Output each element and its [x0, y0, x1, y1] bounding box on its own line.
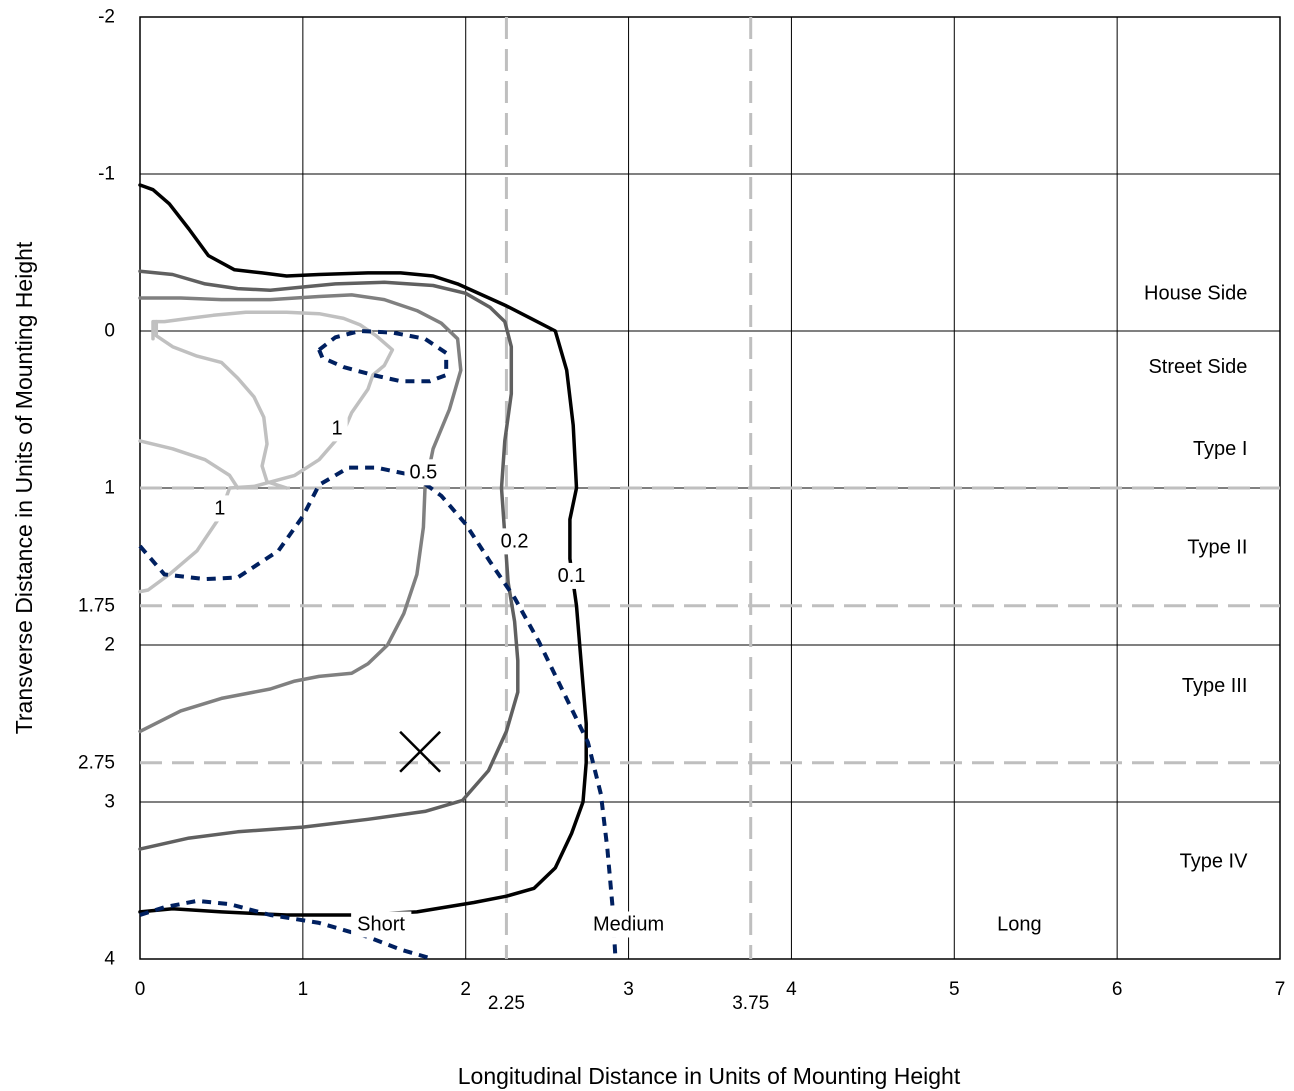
- x-tick-label-0: 0: [135, 979, 146, 1000]
- region-label-0: House Side: [1144, 282, 1247, 304]
- x-tick-label-4: 4: [786, 979, 797, 1000]
- x-tick-label-6: 6: [1112, 979, 1123, 1000]
- x-tick-label-2: 2: [460, 979, 471, 1000]
- region-label-1: Street Side: [1148, 356, 1247, 378]
- contour-label-4: 0.1: [558, 565, 586, 587]
- contour-label-bg-3: [495, 528, 534, 555]
- contour-label-2: 0.5: [409, 461, 437, 483]
- contour-line-5: [138, 439, 240, 490]
- x-extra-tick-label-0: 2.25: [488, 993, 525, 1014]
- marker-group: [399, 730, 441, 773]
- contour-label-bg-0: [326, 415, 348, 442]
- y-extra-tick-label-1: 2.75: [78, 752, 115, 773]
- contour-line-7: [138, 465, 618, 960]
- x-marker: [399, 730, 441, 773]
- y-extra-tick-label-0: 1.75: [78, 595, 115, 616]
- contour-line-8: [139, 898, 434, 961]
- y-tick-label-0: -2: [98, 7, 115, 28]
- contour-label-3: 0.2: [501, 530, 529, 552]
- contour-line-4: [154, 319, 289, 490]
- x-extra-tick-label-1: 3.75: [732, 993, 769, 1014]
- region-label-8: Long: [997, 913, 1042, 935]
- y-tick-label-5: 3: [104, 792, 115, 813]
- region-label-7: Medium: [593, 913, 664, 935]
- reference-lines: [140, 17, 1280, 959]
- region-label-4: Type III: [1182, 675, 1248, 697]
- x-tick-label-5: 5: [949, 979, 960, 1000]
- x-tick-label-1: 1: [298, 979, 309, 1000]
- contour-line-2: [138, 293, 463, 734]
- contour-series: [138, 183, 618, 961]
- contour-label-1: 1: [214, 497, 225, 519]
- contour-line-0: [138, 183, 588, 917]
- y-axis-title: Transverse Distance in Units of Mounting…: [11, 241, 37, 734]
- region-label-6: Short: [357, 913, 405, 935]
- region-label-bg-7: [587, 911, 671, 938]
- y-tick-label-1: -1: [98, 164, 115, 185]
- region-label-2: Type I: [1193, 438, 1247, 460]
- y-tick-label-6: 4: [104, 949, 115, 970]
- contour-label-bg-1: [209, 495, 231, 522]
- contour-line-1: [138, 269, 520, 851]
- contour-line-6: [317, 329, 449, 384]
- region-label-5: Type IV: [1180, 851, 1248, 873]
- contour-label-bg-2: [404, 459, 443, 486]
- x-tick-label-7: 7: [1275, 979, 1286, 1000]
- x-tick-label-3: 3: [623, 979, 634, 1000]
- y-tick-label-3: 1: [104, 478, 115, 499]
- tick-labels: 0 1 2 3 4 5 6 7 2.25 3.75 -2 -1 0 1 2 3 4 1.75 2.75: [78, 7, 1285, 1015]
- y-tick-label-4: 2: [104, 635, 115, 656]
- contour-label-bg-4: [552, 562, 591, 589]
- region-label-bg-8: [991, 911, 1048, 938]
- region-label-3: Type II: [1187, 537, 1247, 559]
- region-label-bg-6: [351, 911, 412, 938]
- x-axis-title: Longitudinal Distance in Units of Mounti…: [458, 1063, 961, 1089]
- contour-label-0: 1: [331, 417, 342, 439]
- y-tick-label-2: 0: [104, 321, 115, 342]
- annotation-labels: House Side Street Side Type I Type II Type I…: [209, 282, 1248, 938]
